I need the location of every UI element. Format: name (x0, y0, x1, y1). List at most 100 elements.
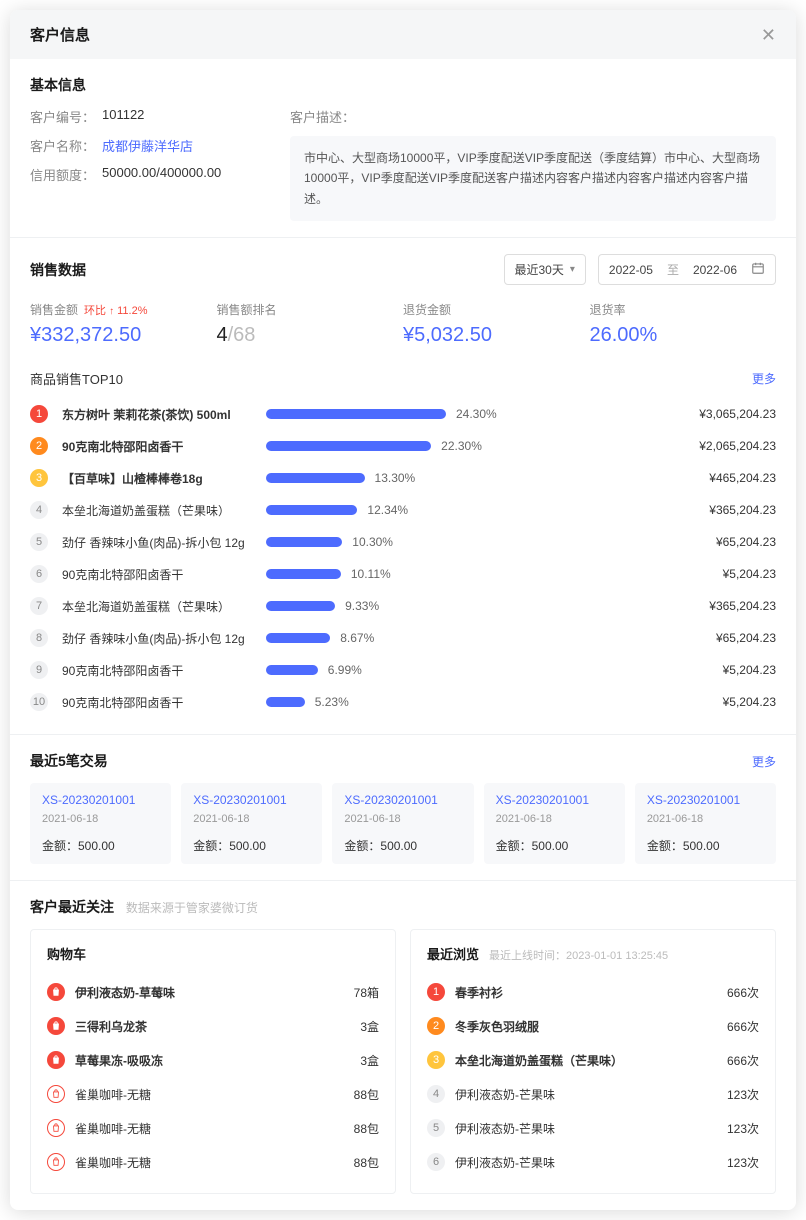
rank-badge: 5 (427, 1119, 445, 1137)
rank-pct: 5.23% (315, 695, 349, 709)
rank-product-name: 90克南北特邵阳卤香干 (62, 438, 252, 455)
transaction-card[interactable]: XS-20230201001 2021-06-18 金额：500.00 (635, 783, 776, 864)
rank-product-name: 本垒北海道奶盖蛋糕（芒果味） (62, 502, 252, 519)
cart-item-name: 雀巢咖啡-无糖 (75, 1086, 344, 1103)
browse-item-name: 春季衬衫 (455, 984, 717, 1001)
rank-row: 7 本垒北海道奶盖蛋糕（芒果味） 9.33% ¥365,204.23 (30, 590, 776, 622)
stat-value: 4/68 (217, 324, 404, 347)
stat-label: 退货金额 (403, 301, 451, 318)
sales-title: 销售数据 (30, 260, 86, 280)
stat-label: 退货率 (590, 301, 626, 318)
cart-item-row: 草莓果冻-吸吸冻 3盒 (47, 1043, 379, 1077)
desc-label: 客户描述： (290, 107, 362, 126)
recent-trans-more-link[interactable]: 更多 (752, 753, 776, 770)
rank-badge: 2 (30, 437, 48, 455)
rank-row: 10 90克南北特邵阳卤香干 5.23% ¥5,204.23 (30, 686, 776, 718)
bag-icon (47, 983, 65, 1001)
rank-badge: 3 (30, 469, 48, 487)
transaction-card[interactable]: XS-20230201001 2021-06-18 金额：500.00 (30, 783, 171, 864)
rank-amount: ¥5,204.23 (500, 695, 776, 709)
transaction-card[interactable]: XS-20230201001 2021-06-18 金额：500.00 (332, 783, 473, 864)
cart-item-qty: 88包 (354, 1154, 379, 1171)
rank-product-name: 本垒北海道奶盖蛋糕（芒果味） (62, 598, 252, 615)
rank-badge: 9 (30, 661, 48, 679)
rank-bar (266, 409, 446, 419)
stat-card: 销售金额 环比 ↑ 11.2%¥332,372.50 (30, 301, 217, 347)
rank-bar (266, 697, 305, 707)
credit-label: 信用额度： (30, 165, 102, 184)
transaction-card[interactable]: XS-20230201001 2021-06-18 金额：500.00 (484, 783, 625, 864)
cart-item-row: 雀巢咖啡-无糖 88包 (47, 1145, 379, 1179)
stat-label: 销售金额 (30, 301, 78, 318)
rank-bar (266, 569, 341, 579)
browse-last-online: 最近上线时间：2023-01-01 13:25:45 (489, 947, 668, 963)
rank-row: 3 【百草味】山楂棒棒卷18g 13.30% ¥465,204.23 (30, 462, 776, 494)
date-to: 2022-06 (693, 263, 737, 277)
cart-item-qty: 3盒 (360, 1018, 379, 1035)
cart-item-qty: 88包 (354, 1086, 379, 1103)
stat-card: 销售额排名4/68 (217, 301, 404, 347)
rank-amount: ¥5,204.23 (500, 567, 776, 581)
browse-item-name: 伊利液态奶-芒果味 (455, 1086, 717, 1103)
bag-icon (47, 1085, 65, 1103)
rank-row: 4 本垒北海道奶盖蛋糕（芒果味） 12.34% ¥365,204.23 (30, 494, 776, 526)
transaction-amount: 金额：500.00 (496, 837, 613, 854)
credit-value: 50000.00/400000.00 (102, 165, 221, 184)
stat-value: ¥5,032.50 (403, 324, 590, 347)
date-sep: 至 (667, 261, 679, 278)
bag-icon (47, 1017, 65, 1035)
customer-name-link[interactable]: 成都伊藤洋华店 (102, 136, 193, 155)
rank-row: 6 90克南北特邵阳卤香干 10.11% ¥5,204.23 (30, 558, 776, 590)
browse-item-name: 冬季灰色羽绒服 (455, 1018, 717, 1035)
basic-info-section: 基本信息 客户编号： 101122 客户名称： 成都伊藤洋华店 信用额度： 50… (10, 59, 796, 238)
rank-badge: 3 (427, 1051, 445, 1069)
modal-title: 客户信息 (30, 24, 90, 45)
rank-row: 1 东方树叶 茉莉花茶(茶饮) 500ml 24.30% ¥3,065,204.… (30, 398, 776, 430)
transaction-id: XS-20230201001 (193, 793, 310, 807)
rank-amount: ¥5,204.23 (500, 663, 776, 677)
transaction-card[interactable]: XS-20230201001 2021-06-18 金额：500.00 (181, 783, 322, 864)
rank-bar (266, 601, 335, 611)
rank-row: 9 90克南北特邵阳卤香干 6.99% ¥5,204.23 (30, 654, 776, 686)
rank-badge: 4 (30, 501, 48, 519)
rank-pct: 10.11% (351, 567, 391, 581)
date-range-picker[interactable]: 2022-05 至 2022-06 (598, 254, 776, 285)
rank-bar (266, 537, 342, 547)
transaction-date: 2021-06-18 (193, 813, 310, 825)
rank-amount: ¥465,204.23 (500, 471, 776, 485)
browse-item-qty: 123次 (727, 1154, 759, 1171)
browse-item-row: 4 伊利液态奶-芒果味 123次 (427, 1077, 759, 1111)
top10-more-link[interactable]: 更多 (752, 370, 776, 387)
cart-item-qty: 78箱 (354, 984, 379, 1001)
browse-panel-title: 最近浏览 最近上线时间：2023-01-01 13:25:45 (427, 944, 759, 963)
calendar-icon (751, 261, 765, 278)
rank-badge: 1 (427, 983, 445, 1001)
browse-item-qty: 666次 (727, 1018, 759, 1035)
rank-amount: ¥3,065,204.23 (511, 407, 776, 421)
period-select[interactable]: 最近30天 ▾ (504, 254, 586, 285)
rank-amount: ¥65,204.23 (500, 631, 776, 645)
transaction-date: 2021-06-18 (42, 813, 159, 825)
rank-row: 8 劲仔 香辣味小鱼(肉品)-拆小包 12g 8.67% ¥65,204.23 (30, 622, 776, 654)
rank-badge: 4 (427, 1085, 445, 1103)
rank-pct: 13.30% (375, 471, 416, 485)
rank-amount: ¥65,204.23 (500, 535, 776, 549)
rank-amount: ¥365,204.23 (500, 599, 776, 613)
transaction-amount: 金额：500.00 (344, 837, 461, 854)
rank-product-name: 90克南北特邵阳卤香干 (62, 566, 252, 583)
cart-item-row: 雀巢咖啡-无糖 88包 (47, 1077, 379, 1111)
transaction-date: 2021-06-18 (496, 813, 613, 825)
customer-description: 市中心、大型商场10000平，VIP季度配送VIP季度配送（季度结算）市中心、大… (290, 136, 776, 221)
browse-item-qty: 666次 (727, 1052, 759, 1069)
transaction-date: 2021-06-18 (647, 813, 764, 825)
rank-row: 2 90克南北特邵阳卤香干 22.30% ¥2,065,204.23 (30, 430, 776, 462)
rank-badge: 2 (427, 1017, 445, 1035)
close-icon[interactable]: ✕ (761, 26, 776, 44)
sales-section: 销售数据 最近30天 ▾ 2022-05 至 2022-06 销售金额 环比 ↑… (10, 238, 796, 735)
cart-item-row: 三得利乌龙茶 3盒 (47, 1009, 379, 1043)
browse-item-row: 2 冬季灰色羽绒服 666次 (427, 1009, 759, 1043)
stat-card: 退货金额 ¥5,032.50 (403, 301, 590, 347)
cart-item-qty: 88包 (354, 1120, 379, 1137)
transaction-amount: 金额：500.00 (647, 837, 764, 854)
recent-trans-title: 最近5笔交易 (30, 751, 108, 771)
